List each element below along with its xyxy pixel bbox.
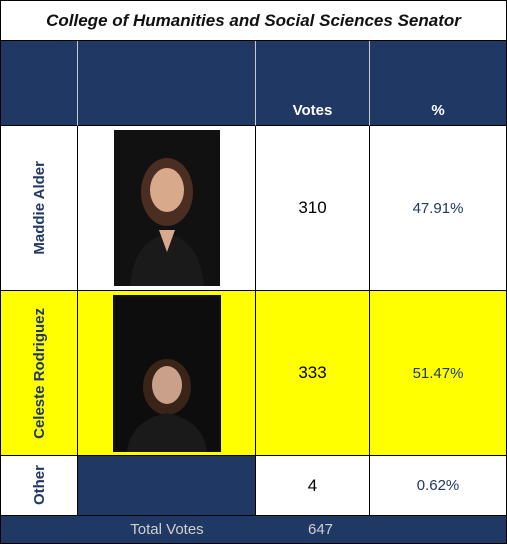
- percent-cell: 0.62%: [370, 456, 506, 516]
- votes: 310: [298, 198, 326, 218]
- candidate-name: Other: [31, 465, 48, 505]
- total-votes-cell: 647: [256, 516, 370, 543]
- photo-cell: [78, 291, 256, 456]
- percent: 51.47%: [413, 365, 464, 382]
- candidate-name: Maddie Alder: [31, 161, 48, 255]
- header-cell: Votes: [256, 41, 370, 126]
- votes: 4: [308, 476, 317, 496]
- percent-cell: 51.47%: [370, 291, 506, 456]
- votes: 333: [298, 363, 326, 383]
- percent-cell: 47.91%: [370, 126, 506, 291]
- votes-cell: 310: [256, 126, 370, 291]
- photo-cell: [78, 456, 256, 516]
- candidate-photo: [113, 295, 221, 452]
- percent: 47.91%: [413, 200, 464, 217]
- name-cell: Maddie Alder: [1, 126, 78, 291]
- photo-cell: [78, 126, 256, 291]
- header-votes: Votes: [293, 102, 333, 119]
- candidate-name: Celeste Rodriguez: [31, 308, 48, 439]
- percent: 0.62%: [417, 477, 460, 494]
- total-votes: 647: [308, 521, 333, 538]
- total-label: Total Votes: [130, 521, 203, 538]
- votes-cell: 4: [256, 456, 370, 516]
- total-label-cell: Total Votes: [78, 516, 256, 543]
- header-cell: %: [370, 41, 506, 126]
- header-percent: %: [431, 102, 444, 119]
- votes-cell: 333: [256, 291, 370, 456]
- name-cell: Other: [1, 456, 78, 516]
- candidate-photo: [114, 130, 220, 286]
- header-cell: [1, 41, 78, 126]
- name-cell: Celeste Rodriguez: [1, 291, 78, 456]
- title: College of Humanities and Social Science…: [46, 11, 461, 31]
- title-cell: College of Humanities and Social Science…: [1, 1, 506, 41]
- header-cell: [78, 41, 256, 126]
- results-table: College of Humanities and Social Science…: [0, 0, 507, 544]
